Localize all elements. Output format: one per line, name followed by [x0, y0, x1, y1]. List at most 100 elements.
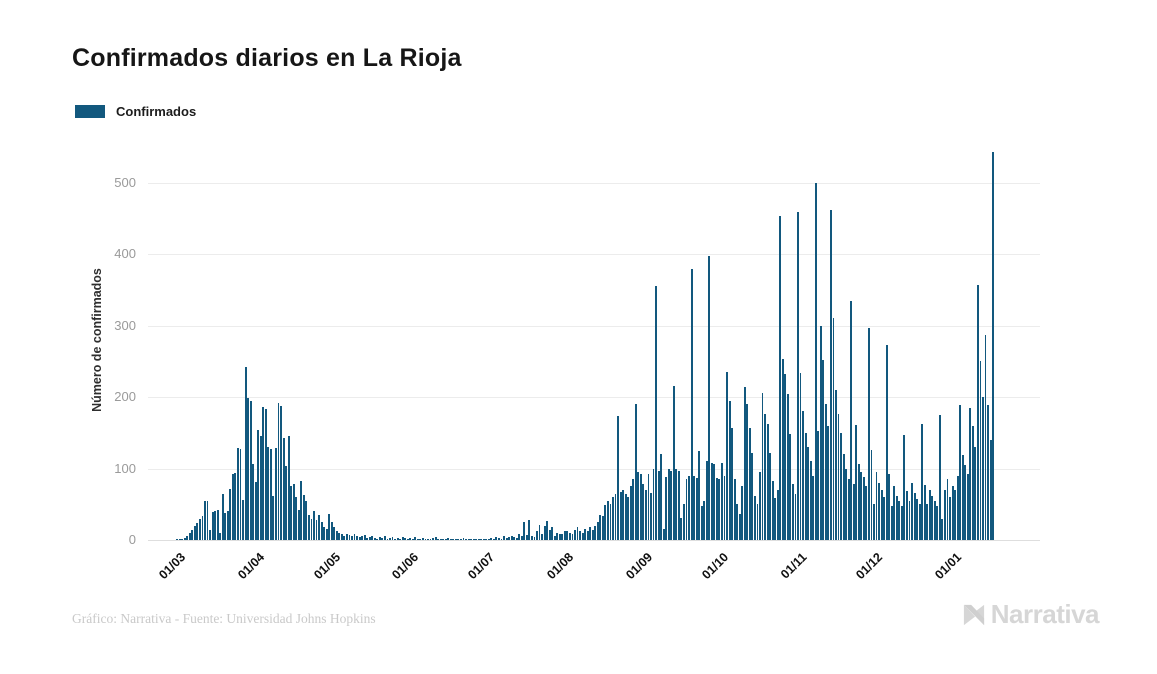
bar [695, 477, 698, 540]
bar [310, 518, 313, 540]
bar [736, 504, 739, 540]
bar [916, 498, 919, 540]
bar [814, 182, 817, 540]
bar [606, 501, 609, 540]
bar [637, 472, 640, 540]
bar [404, 537, 407, 540]
bar [498, 537, 500, 540]
bar [705, 461, 708, 540]
bar [264, 409, 267, 540]
bar [756, 504, 759, 540]
bar [890, 506, 893, 540]
bar [226, 510, 229, 540]
x-tick-label: 01/05 [311, 550, 344, 583]
bar [989, 440, 992, 540]
y-tick-label-200: 200 [114, 389, 136, 405]
bar [974, 447, 977, 540]
bar [670, 471, 673, 540]
bar [340, 534, 343, 540]
bar [485, 538, 488, 540]
bar [761, 392, 764, 540]
bar [543, 525, 546, 540]
bar [548, 530, 551, 540]
bar [305, 500, 308, 540]
bar [903, 435, 906, 540]
bar [883, 497, 886, 540]
bar [956, 475, 959, 540]
bar [627, 497, 630, 540]
bar [906, 491, 908, 540]
bar [931, 495, 934, 540]
bar [690, 269, 693, 540]
bar [411, 538, 414, 540]
bar [551, 527, 554, 540]
bar [726, 372, 728, 540]
bar [480, 538, 483, 540]
narrativa-logo-text: Narrativa [990, 599, 1100, 629]
bar [751, 452, 754, 540]
bar [822, 360, 825, 540]
bar [764, 414, 766, 540]
bar [868, 327, 870, 540]
y-tick-label-300: 300 [114, 317, 136, 333]
bar [860, 472, 863, 540]
bar [252, 463, 255, 540]
bar [219, 532, 222, 540]
bar [895, 495, 898, 540]
bar [657, 471, 660, 540]
bar [530, 536, 533, 540]
bar [738, 514, 741, 540]
bar [422, 537, 424, 540]
bar [528, 520, 531, 540]
bar [307, 515, 310, 540]
bar [779, 215, 782, 540]
bar [414, 537, 417, 540]
bar [731, 427, 734, 540]
x-tick-label: 01/10 [698, 550, 731, 583]
bar [748, 427, 751, 540]
bar [178, 539, 181, 540]
bar [231, 473, 234, 540]
bar [209, 530, 212, 540]
bar [366, 537, 369, 540]
bar [992, 152, 995, 540]
bar [330, 522, 333, 540]
bar [660, 454, 663, 540]
bar [984, 335, 987, 540]
bar [645, 490, 647, 540]
bar [492, 538, 495, 540]
bar [604, 505, 607, 540]
bar [381, 537, 384, 540]
bar [982, 397, 984, 540]
bar [505, 537, 508, 540]
bar [323, 527, 326, 540]
bar [536, 531, 538, 540]
bar [313, 511, 315, 540]
bar [612, 497, 614, 540]
bar [771, 481, 774, 540]
x-tick-label: 01/03 [156, 550, 189, 583]
bar [589, 527, 592, 540]
bar [290, 486, 293, 540]
y-tick-label-0: 0 [128, 532, 136, 547]
bar [639, 473, 642, 540]
bar [713, 464, 716, 540]
bar [976, 285, 979, 540]
bar [802, 411, 804, 540]
bar [338, 532, 341, 540]
bar [333, 527, 336, 540]
bar [495, 537, 498, 540]
bar [842, 454, 845, 540]
bar [723, 475, 726, 540]
bar [680, 517, 683, 540]
legend: Confirmados [75, 104, 196, 119]
bar [508, 537, 511, 540]
bar [688, 475, 690, 540]
bar [563, 531, 566, 540]
x-tick-label: 01/04 [235, 550, 268, 583]
bar [591, 530, 594, 540]
bar [568, 532, 571, 540]
narrativa-logo: Narrativa [960, 599, 1100, 630]
bar [510, 535, 513, 540]
bar [513, 537, 516, 540]
